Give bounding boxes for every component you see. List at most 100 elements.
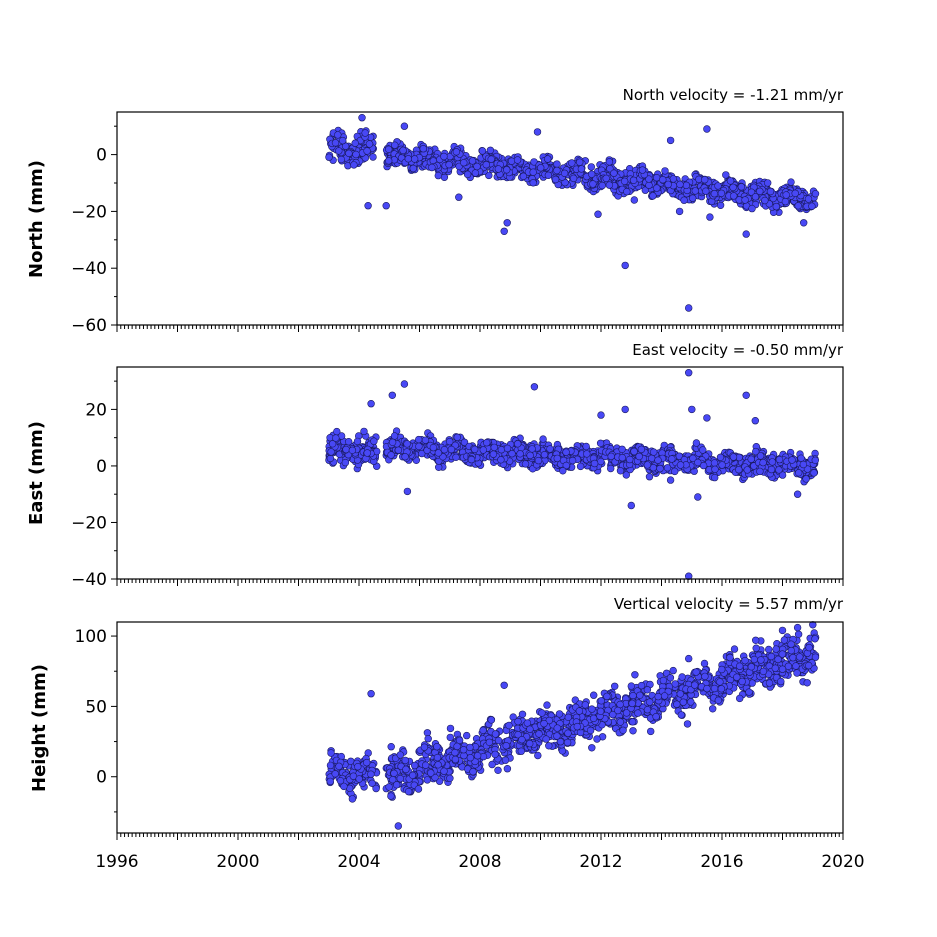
height-data-point	[518, 735, 526, 744]
height-data-point	[787, 640, 795, 648]
height-data-point	[411, 761, 419, 770]
north-data-point	[337, 155, 345, 164]
east-data-point	[729, 453, 738, 461]
east-data-point	[711, 465, 719, 473]
height-data-point	[629, 727, 637, 735]
height-data-point	[526, 725, 534, 733]
height-data-point	[671, 680, 679, 688]
north-data-point	[688, 194, 697, 202]
north-outlier-point	[630, 196, 638, 204]
height-data-point	[466, 743, 474, 752]
height-x-tick-label: 2008	[458, 852, 501, 872]
north-data-point	[587, 163, 595, 171]
east-data-point	[747, 455, 755, 463]
east-data-point	[743, 466, 751, 474]
height-data-point	[494, 766, 502, 774]
east-outlier-point	[621, 405, 629, 414]
height-x-tick-label: 2004	[337, 852, 380, 872]
east-outlier-point	[751, 417, 759, 425]
north-plot-frame	[116, 111, 844, 326]
east-outlier-point	[400, 380, 409, 388]
height-data-point	[434, 761, 442, 769]
north-data-point	[747, 188, 756, 196]
north-data-point	[641, 186, 649, 194]
height-data-point	[669, 666, 677, 675]
east-data-point	[360, 427, 368, 436]
height-data-point	[751, 636, 760, 644]
height-x-tick-label: 2016	[700, 852, 743, 872]
east-outlier-point	[597, 411, 605, 419]
north-data-point	[445, 161, 453, 169]
east-data-point	[811, 456, 819, 464]
height-data-point	[409, 771, 417, 779]
east-data-point	[429, 443, 438, 452]
north-data-point	[751, 193, 760, 201]
height-data-point	[503, 764, 512, 773]
east-data-point	[540, 451, 549, 459]
height-outlier-point	[500, 681, 508, 689]
height-data-point	[446, 774, 454, 782]
east-outlier-point	[703, 414, 711, 422]
height-data-point	[326, 777, 334, 786]
height-data-point	[326, 761, 335, 770]
east-data-point	[483, 439, 491, 447]
north-data-point	[763, 179, 772, 187]
north-outlier-point	[382, 202, 390, 210]
height-data-point	[581, 701, 589, 709]
north-data-point	[369, 153, 377, 161]
north-data-point	[553, 166, 561, 175]
north-data-point	[605, 158, 614, 166]
height-data-point	[487, 716, 495, 724]
height-data-point	[708, 705, 717, 713]
height-data-point	[795, 653, 804, 661]
east-data-point	[768, 458, 776, 466]
east-data-point	[810, 469, 818, 477]
east-data-point	[526, 451, 534, 460]
height-data-point	[772, 645, 780, 653]
east-data-point	[559, 467, 567, 475]
north-data-point	[589, 180, 597, 188]
east-data-point	[799, 460, 808, 469]
north-data-point	[717, 189, 726, 198]
east-data-point	[735, 466, 743, 474]
height-data-point	[759, 667, 768, 676]
north-data-point	[645, 181, 653, 189]
north-data-point	[399, 146, 407, 155]
height-data-point	[401, 756, 409, 765]
height-data-point	[714, 696, 723, 704]
height-outlier-point	[394, 822, 402, 830]
east-data-point	[421, 436, 430, 444]
north-data-point	[345, 149, 353, 158]
north-data-point	[478, 147, 487, 155]
height-data-point	[735, 694, 744, 703]
north-data-point	[350, 161, 358, 169]
north-data-point	[529, 179, 537, 187]
east-data-point	[616, 467, 625, 475]
east-data-point	[618, 445, 626, 453]
height-data-point	[652, 712, 660, 721]
east-y-tick-label: 0	[96, 457, 107, 477]
north-data-point	[569, 174, 578, 183]
height-data-point	[469, 767, 477, 776]
north-data-point	[351, 139, 359, 147]
north-data-point	[536, 164, 545, 172]
east-y-tick-label: −40	[71, 570, 107, 590]
north-data-point	[804, 195, 813, 203]
east-data-point	[788, 456, 796, 464]
north-data-point	[482, 161, 490, 169]
east-data-point	[676, 461, 685, 469]
height-data-point	[603, 692, 611, 701]
north-y-tick-label: −40	[71, 259, 107, 279]
height-data-point	[446, 724, 455, 733]
north-data-point	[729, 183, 737, 192]
east-data-point	[497, 456, 505, 464]
north-data-point	[623, 188, 631, 196]
north-data-point	[664, 180, 672, 189]
height-data-point	[637, 681, 646, 690]
east-data-point	[479, 446, 487, 454]
height-data-point	[402, 765, 410, 774]
height-data-point	[616, 718, 625, 726]
height-data-point	[575, 707, 584, 715]
east-data-point	[452, 453, 460, 461]
